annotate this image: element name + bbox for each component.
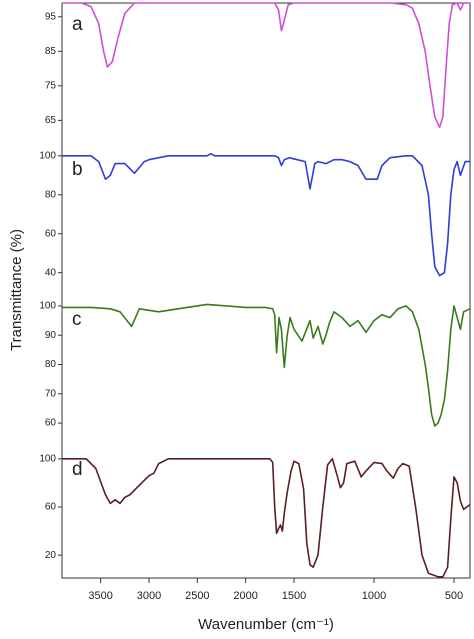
spectrum-line: [62, 458, 471, 578]
y-tick-label: 75: [45, 80, 57, 91]
x-tick-label: 1000: [362, 590, 386, 602]
x-tick-label: 3000: [137, 590, 161, 602]
y-axis-label: Transmittance (%): [8, 229, 25, 351]
y-tick-label: 95: [45, 11, 57, 22]
panel-label: c: [72, 309, 82, 330]
y-tick-label: 60: [45, 228, 57, 239]
plot-frame: [61, 2, 471, 579]
y-tick-label: 65: [45, 115, 57, 126]
y-tick-label: 20: [45, 550, 57, 561]
x-tick-label: 2000: [233, 590, 257, 602]
y-tick-label: 80: [45, 189, 57, 200]
y-tick-label: 100: [39, 150, 56, 161]
panel-label: d: [72, 459, 83, 480]
panel-label: b: [72, 159, 83, 180]
y-tick-label: 85: [45, 46, 57, 57]
x-tick-label: 500: [445, 590, 463, 602]
y-tick-label: 60: [45, 502, 57, 513]
y-tick-label: 90: [45, 330, 57, 341]
y-tick-label: 70: [45, 388, 57, 399]
x-tick-label: 1500: [282, 590, 306, 602]
y-tick-label: 40: [45, 267, 57, 278]
x-tick-label: 2500: [185, 590, 209, 602]
spectrum-line: [62, 2, 470, 129]
spectrum-line: [62, 153, 470, 277]
x-tick-label: 3500: [88, 590, 112, 602]
y-tick-label: 80: [45, 359, 57, 370]
y-tick-label: 60: [45, 418, 57, 429]
panel-label: a: [72, 14, 83, 35]
y-tick-label: 100: [39, 453, 56, 464]
spectrum-line: [62, 303, 471, 427]
x-axis-label: Wavenumber (cm⁻¹): [198, 616, 334, 633]
y-tick-label: 100: [39, 301, 56, 312]
